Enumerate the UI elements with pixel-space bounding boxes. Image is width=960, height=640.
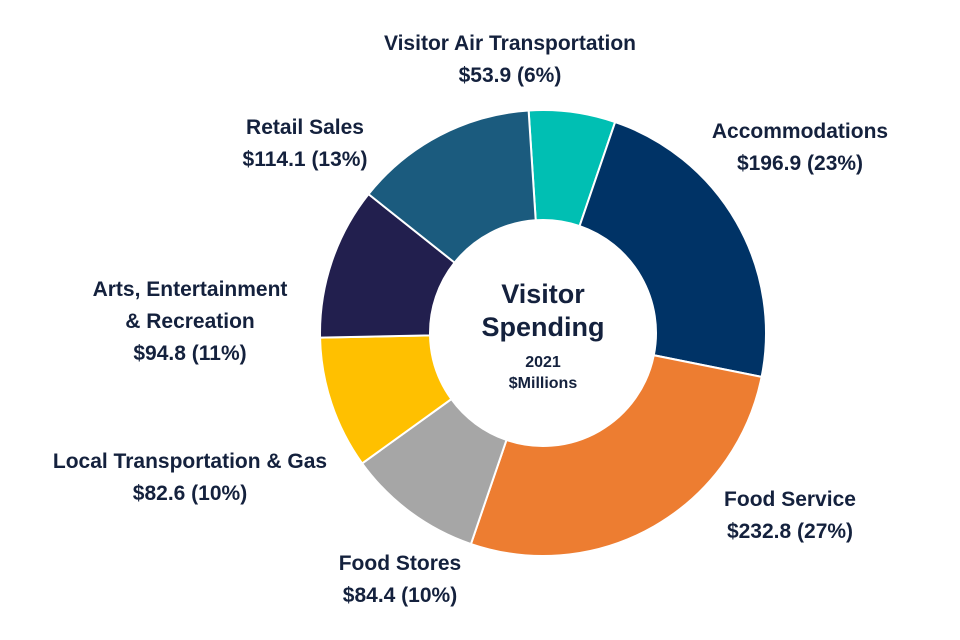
slice-name-label: Local Transportation & Gas xyxy=(52,450,328,473)
slice-value-label: $94.8 (11%) xyxy=(133,342,247,365)
chart-title-line: Spending xyxy=(481,312,605,342)
donut-slices xyxy=(319,109,767,557)
data-label-arts-entertainment-recreation: Arts, Entertainment & Recreation $94.8 (11… xyxy=(60,274,320,370)
data-label-accommodations: Accommodations $196.9 (23%) xyxy=(680,116,920,180)
data-label-food-service: Food Service $232.8 (27%) xyxy=(690,484,890,548)
data-label-retail-sales: Retail Sales $114.1 (13%) xyxy=(200,112,410,176)
slice-retail-sales xyxy=(367,109,537,265)
slice-name-label: Visitor Air Transportation xyxy=(383,32,637,55)
slice-name-label: & Recreation xyxy=(125,310,255,333)
slice-value-label: $196.9 (23%) xyxy=(736,152,864,175)
chart-unit-label: $Millions xyxy=(508,375,578,392)
slice-value-label: $82.6 (10%) xyxy=(132,482,248,505)
slice-value-label: $84.4 (10%) xyxy=(342,584,458,607)
chart-subtitle: 2021 $Millions xyxy=(443,352,643,394)
data-label-visitor-air-transportation: Visitor Air Transportation $53.9 (6%) xyxy=(340,28,680,92)
slice-name-label: Arts, Entertainment xyxy=(92,278,288,301)
slice-name-label: Food Stores xyxy=(338,552,462,575)
chart-title-line: Visitor xyxy=(501,279,585,309)
slice-value-label: $53.9 (6%) xyxy=(458,64,562,87)
slice-food-service xyxy=(469,354,763,557)
slice-name-label: Food Service xyxy=(724,488,856,511)
slice-name-label: Accommodations xyxy=(711,120,889,143)
data-label-local-transportation-gas: Local Transportation & Gas $82.6 (10%) xyxy=(20,446,360,510)
chart-title: Visitor Spending xyxy=(443,278,643,344)
data-label-food-stores: Food Stores $84.4 (10%) xyxy=(300,548,500,612)
slice-value-label: $114.1 (13%) xyxy=(242,148,368,171)
chart-year: 2021 xyxy=(525,354,561,371)
slice-accommodations xyxy=(578,120,767,379)
slice-value-label: $232.8 (27%) xyxy=(726,520,854,543)
chart-title-text: Visitor Spending xyxy=(443,278,643,344)
slice-name-label: Retail Sales xyxy=(246,116,364,139)
